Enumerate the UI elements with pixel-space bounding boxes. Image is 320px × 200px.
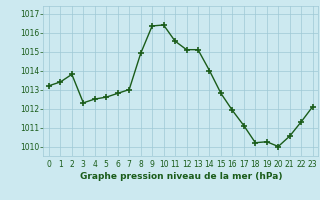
X-axis label: Graphe pression niveau de la mer (hPa): Graphe pression niveau de la mer (hPa)	[80, 172, 282, 181]
